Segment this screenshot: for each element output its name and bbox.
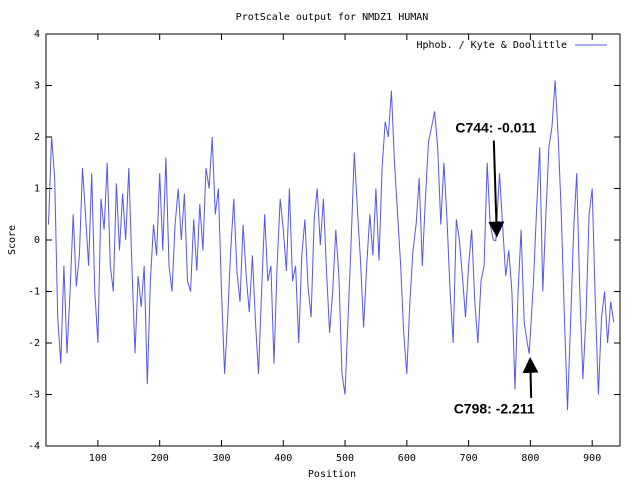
x-tick-label: 100 bbox=[89, 453, 107, 464]
y-tick-label: 1 bbox=[34, 184, 40, 195]
legend-label: Hphob. / Kyte & Doolittle bbox=[416, 40, 567, 51]
y-tick-label: -1 bbox=[28, 287, 40, 298]
x-tick-label: 200 bbox=[151, 453, 169, 464]
data-line bbox=[48, 80, 615, 410]
y-tick-label: 3 bbox=[34, 81, 40, 92]
x-tick-label: 700 bbox=[460, 453, 478, 464]
plot-frame bbox=[45, 33, 621, 447]
chart-title: ProtScale output for NMDZ1 HUMAN bbox=[236, 12, 429, 23]
x-tick-label: 400 bbox=[274, 453, 292, 464]
y-tick-label: 4 bbox=[34, 29, 40, 40]
annotation-arrow bbox=[522, 356, 539, 398]
x-tick-label: 800 bbox=[521, 453, 539, 464]
y-tick-label: 2 bbox=[34, 132, 40, 143]
y-axis-label: Score bbox=[7, 225, 18, 255]
annotation-label: C744: -0.011 bbox=[455, 119, 536, 135]
y-tick-label: -3 bbox=[28, 390, 40, 401]
y-tick-label: 0 bbox=[34, 235, 40, 246]
x-tick-label: 900 bbox=[583, 453, 601, 464]
x-axis-label: Position bbox=[308, 469, 356, 480]
x-tick-label: 600 bbox=[398, 453, 416, 464]
y-tick-label: -4 bbox=[28, 441, 40, 452]
annotation-label: C798: -2.211 bbox=[454, 401, 535, 417]
y-tick-label: -2 bbox=[28, 338, 40, 349]
x-tick-label: 500 bbox=[336, 453, 354, 464]
annotation-arrow bbox=[488, 140, 505, 238]
x-tick-label: 300 bbox=[212, 453, 230, 464]
